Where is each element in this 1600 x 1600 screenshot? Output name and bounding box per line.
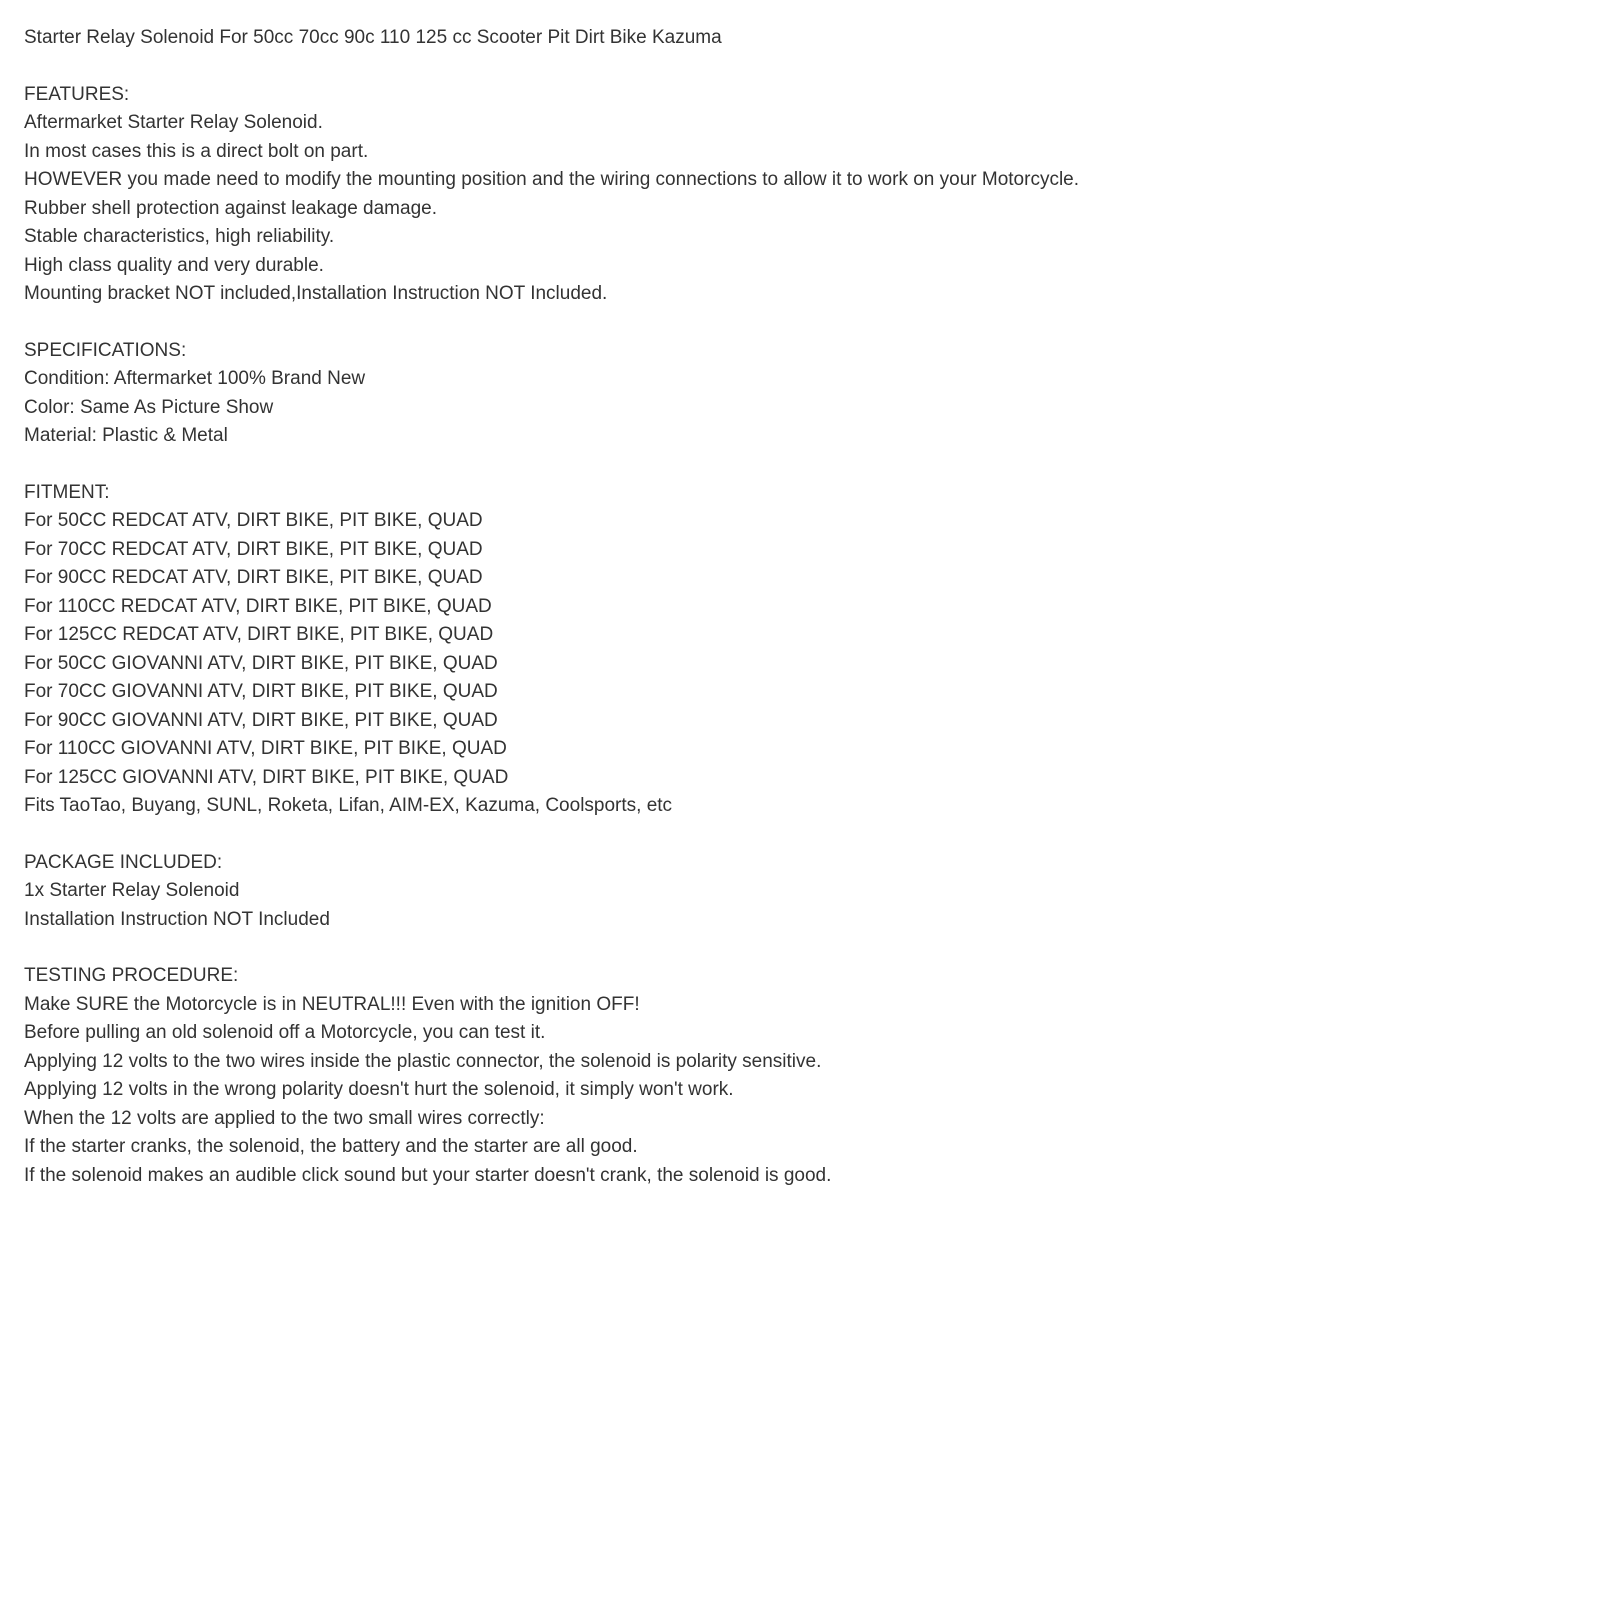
fitment-line: For 50CC REDCAT ATV, DIRT BIKE, PIT BIKE… — [24, 507, 1576, 536]
fitment-line: For 110CC GIOVANNI ATV, DIRT BIKE, PIT B… — [24, 735, 1576, 764]
testing-line: If the starter cranks, the solenoid, the… — [24, 1133, 1576, 1162]
specifications-line: Condition: Aftermarket 100% Brand New — [24, 365, 1576, 394]
specifications-line: Color: Same As Picture Show — [24, 394, 1576, 423]
product-title: Starter Relay Solenoid For 50cc 70cc 90c… — [24, 24, 1576, 53]
fitment-line: For 50CC GIOVANNI ATV, DIRT BIKE, PIT BI… — [24, 650, 1576, 679]
features-section: FEATURES: Aftermarket Starter Relay Sole… — [24, 81, 1576, 309]
fitment-line: For 70CC REDCAT ATV, DIRT BIKE, PIT BIKE… — [24, 536, 1576, 565]
fitment-line: For 90CC REDCAT ATV, DIRT BIKE, PIT BIKE… — [24, 564, 1576, 593]
features-line: In most cases this is a direct bolt on p… — [24, 138, 1576, 167]
specifications-line: Material: Plastic & Metal — [24, 422, 1576, 451]
testing-line: Applying 12 volts in the wrong polarity … — [24, 1076, 1576, 1105]
package-section: PACKAGE INCLUDED: 1x Starter Relay Solen… — [24, 849, 1576, 935]
fitment-line: For 70CC GIOVANNI ATV, DIRT BIKE, PIT BI… — [24, 678, 1576, 707]
package-line: Installation Instruction NOT Included — [24, 906, 1576, 935]
specifications-section: SPECIFICATIONS: Condition: Aftermarket 1… — [24, 337, 1576, 451]
fitment-line: For 110CC REDCAT ATV, DIRT BIKE, PIT BIK… — [24, 593, 1576, 622]
features-line: Mounting bracket NOT included,Installati… — [24, 280, 1576, 309]
fitment-line: Fits TaoTao, Buyang, SUNL, Roketa, Lifan… — [24, 792, 1576, 821]
features-line: Aftermarket Starter Relay Solenoid. — [24, 109, 1576, 138]
features-line: Rubber shell protection against leakage … — [24, 195, 1576, 224]
testing-line: If the solenoid makes an audible click s… — [24, 1162, 1576, 1191]
testing-line: Make SURE the Motorcycle is in NEUTRAL!!… — [24, 991, 1576, 1020]
features-line: High class quality and very durable. — [24, 252, 1576, 281]
specifications-heading: SPECIFICATIONS: — [24, 337, 1576, 366]
package-line: 1x Starter Relay Solenoid — [24, 877, 1576, 906]
features-line: Stable characteristics, high reliability… — [24, 223, 1576, 252]
fitment-section: FITMENT: For 50CC REDCAT ATV, DIRT BIKE,… — [24, 479, 1576, 821]
testing-section: TESTING PROCEDURE: Make SURE the Motorcy… — [24, 962, 1576, 1190]
testing-heading: TESTING PROCEDURE: — [24, 962, 1576, 991]
testing-line: Before pulling an old solenoid off a Mot… — [24, 1019, 1576, 1048]
fitment-line: For 125CC REDCAT ATV, DIRT BIKE, PIT BIK… — [24, 621, 1576, 650]
fitment-line: For 125CC GIOVANNI ATV, DIRT BIKE, PIT B… — [24, 764, 1576, 793]
features-heading: FEATURES: — [24, 81, 1576, 110]
testing-line: Applying 12 volts to the two wires insid… — [24, 1048, 1576, 1077]
fitment-line: For 90CC GIOVANNI ATV, DIRT BIKE, PIT BI… — [24, 707, 1576, 736]
fitment-heading: FITMENT: — [24, 479, 1576, 508]
package-heading: PACKAGE INCLUDED: — [24, 849, 1576, 878]
testing-line: When the 12 volts are applied to the two… — [24, 1105, 1576, 1134]
features-line: HOWEVER you made need to modify the moun… — [24, 166, 1576, 195]
